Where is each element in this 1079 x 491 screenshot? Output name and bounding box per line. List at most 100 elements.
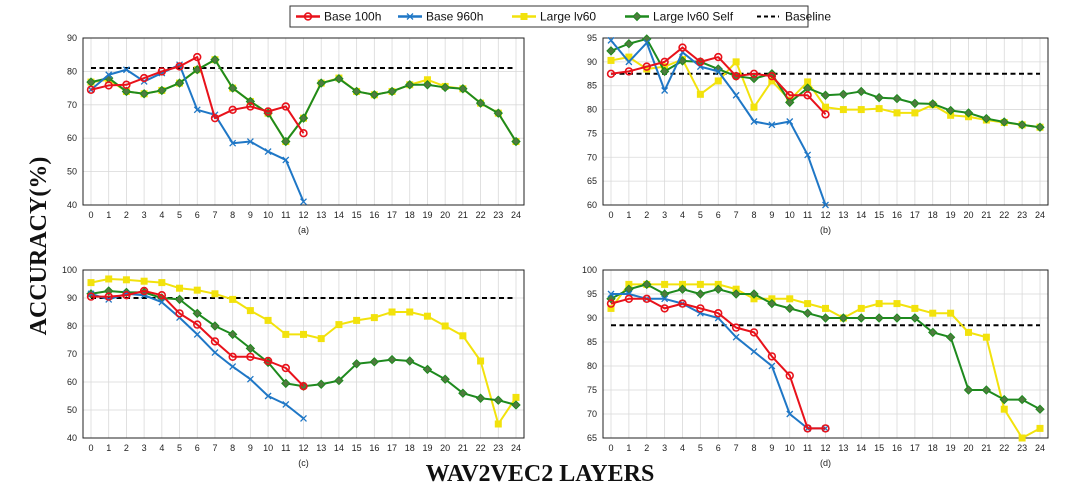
x-tick-label: 9 xyxy=(248,210,253,220)
plot-frame xyxy=(82,269,525,439)
data-point xyxy=(334,375,344,386)
x-tick-label: 16 xyxy=(892,443,902,453)
data-point xyxy=(227,83,238,93)
data-point xyxy=(193,286,201,294)
plot-frame xyxy=(82,37,525,206)
data-point xyxy=(696,280,704,288)
y-tick-label: 60 xyxy=(587,200,597,210)
x-tick-label: 22 xyxy=(999,443,1009,453)
data-point xyxy=(211,290,219,298)
data-point xyxy=(211,349,219,357)
data-point xyxy=(174,78,185,88)
x-tick-label: 4 xyxy=(159,210,164,220)
data-point xyxy=(678,43,687,52)
y-tick-label: 95 xyxy=(587,289,597,299)
x-tick-label: 10 xyxy=(263,443,273,453)
data-point xyxy=(281,136,291,147)
x-tick-label: 5 xyxy=(698,210,703,220)
x-axis-label: WAV2VEC2 LAYERS xyxy=(426,461,655,487)
data-point xyxy=(299,128,308,138)
data-point xyxy=(263,107,273,116)
data-point xyxy=(264,392,272,400)
y-tick-label: 80 xyxy=(67,66,77,76)
y-tick-label: 75 xyxy=(587,385,597,395)
legend-marker xyxy=(303,12,313,21)
data-point xyxy=(606,299,616,308)
data-point xyxy=(750,118,758,125)
y-tick-label: 85 xyxy=(587,81,597,91)
data-point xyxy=(822,103,829,111)
data-point xyxy=(767,352,777,361)
y-tick-label: 70 xyxy=(67,100,77,110)
data-point xyxy=(387,354,397,365)
legend-item-base-100h: Base 100h xyxy=(296,10,381,24)
data-point xyxy=(210,113,220,123)
data-point xyxy=(387,86,397,97)
series-line xyxy=(91,290,305,387)
legend-label: Large lv60 Self xyxy=(653,10,734,24)
x-tick-label: 3 xyxy=(142,443,147,453)
x-tick-label: 2 xyxy=(124,443,129,453)
x-tick-label: 7 xyxy=(212,210,217,220)
data-point xyxy=(158,279,166,287)
data-point xyxy=(965,328,972,336)
x-tick-label: 13 xyxy=(838,210,848,220)
data-point xyxy=(642,294,651,303)
data-point xyxy=(422,80,433,90)
data-point xyxy=(475,393,486,403)
series-line xyxy=(90,56,305,134)
x-tick-label: 10 xyxy=(785,210,795,220)
data-point xyxy=(624,67,634,76)
x-tick-label: 19 xyxy=(422,210,432,220)
x-tick-label: 3 xyxy=(662,443,667,453)
x-tick-label: 13 xyxy=(316,443,326,453)
data-point xyxy=(157,291,167,300)
x-tick-label: 24 xyxy=(1035,443,1045,453)
x-tick-label: 8 xyxy=(230,210,235,220)
x-tick-label: 23 xyxy=(493,443,503,453)
data-point xyxy=(785,303,795,314)
y-tick-label: 90 xyxy=(587,313,597,323)
x-tick-label: 8 xyxy=(751,443,756,453)
legend-label: Base 100h xyxy=(324,10,381,24)
x-tick-label: 3 xyxy=(142,210,147,220)
data-point xyxy=(713,284,723,294)
x-tick-label: 0 xyxy=(88,210,93,220)
data-point xyxy=(749,73,759,84)
data-point xyxy=(803,424,812,433)
data-point xyxy=(945,105,956,116)
data-point xyxy=(1000,405,1008,413)
data-point xyxy=(422,364,433,375)
x-tick-label: 6 xyxy=(716,210,721,220)
data-point xyxy=(982,333,990,341)
data-point xyxy=(714,67,722,75)
data-point xyxy=(786,295,794,303)
x-tick-label: 4 xyxy=(159,443,164,453)
series-large-lv60-self xyxy=(86,55,521,147)
data-point xyxy=(893,300,901,308)
data-point xyxy=(122,80,131,89)
data-point xyxy=(228,352,237,361)
data-point xyxy=(174,294,185,305)
x-tick-label: 1 xyxy=(626,210,631,220)
data-point xyxy=(749,69,759,78)
data-point xyxy=(660,57,669,67)
data-point xyxy=(661,280,669,288)
data-point xyxy=(494,420,502,428)
y-tick-label: 80 xyxy=(67,321,77,331)
data-point xyxy=(1017,120,1027,130)
panel-caption: (a) xyxy=(298,225,309,235)
data-point xyxy=(86,85,96,94)
data-point xyxy=(642,279,652,290)
y-tick-label: 50 xyxy=(67,167,77,177)
data-point xyxy=(441,322,449,330)
y-tick-label: 50 xyxy=(67,405,77,415)
y-tick-label: 40 xyxy=(67,200,77,210)
panel-caption: (b) xyxy=(820,225,831,235)
legend-item-large-lv60: Large lv60 xyxy=(512,10,596,24)
x-tick-label: 12 xyxy=(298,443,308,453)
data-point xyxy=(822,201,829,209)
